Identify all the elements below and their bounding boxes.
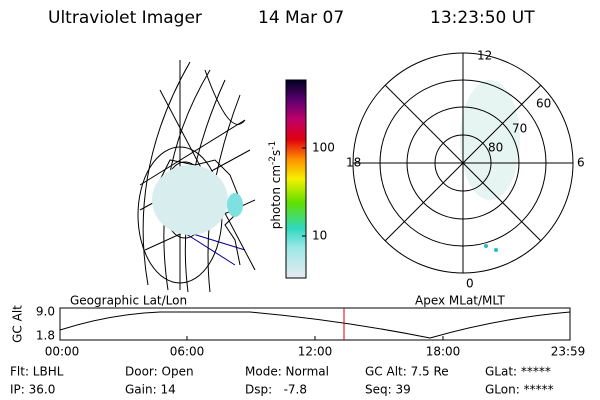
status-field: Gain: 14 xyxy=(125,383,176,397)
orbit-ticks xyxy=(186,336,444,340)
orbit-curve xyxy=(59,311,571,339)
time-label: 23:59 xyxy=(551,345,586,359)
orbit-axis-label: GC Alt xyxy=(11,305,25,343)
mlt-label: 0 xyxy=(466,277,474,291)
footer: Flt: LBHL Door: Open Mode: Normal GC Alt: 7… xyxy=(10,365,554,397)
mlt-label: 18 xyxy=(346,156,361,170)
status-field: GLon: ***** xyxy=(485,383,554,397)
status-field: Flt: LBHL xyxy=(10,365,64,379)
colorbar-unit: photon cm-2s-1 xyxy=(268,141,283,230)
lat-label: 80 xyxy=(488,141,503,155)
time: 13:23:50 UT xyxy=(430,8,535,28)
status-field: GC Alt: 7.5 Re xyxy=(365,365,449,379)
status-field: IP: 36.0 xyxy=(10,383,55,397)
colorbar-tick-label: 100 xyxy=(312,141,335,155)
lat-label: 70 xyxy=(512,122,527,136)
status-field: Seq: 39 xyxy=(365,383,411,397)
orbit-y-label: 9.0 xyxy=(36,305,55,319)
colorbar xyxy=(285,79,307,279)
orbit-y-label: 1.8 xyxy=(36,329,55,343)
mlt-label: 6 xyxy=(577,156,585,170)
lat-label: 60 xyxy=(536,97,551,111)
time-label: 06:00 xyxy=(170,345,205,359)
aurora-patches xyxy=(152,80,520,252)
orbit-left-label: Geographic Lat/Lon xyxy=(70,294,187,308)
time-label: 00:00 xyxy=(45,345,80,359)
status-field: Door: Open xyxy=(125,365,194,379)
status-field: Mode: Normal xyxy=(245,365,329,379)
time-label: 12:00 xyxy=(298,345,333,359)
orbit-frame xyxy=(59,307,571,341)
time-label: 18:00 xyxy=(426,345,461,359)
orbit-right-label: Apex MLat/MLT xyxy=(415,294,505,308)
status-field: GLat: ***** xyxy=(485,365,551,379)
colorbar-tick-label: 10 xyxy=(312,229,327,243)
title: Ultraviolet Imager xyxy=(48,8,202,28)
date: 14 Mar 07 xyxy=(258,8,344,28)
polar-grid xyxy=(352,52,574,274)
status-field: Dsp: -7.8 xyxy=(245,383,307,397)
mlt-label: 12 xyxy=(477,49,492,63)
